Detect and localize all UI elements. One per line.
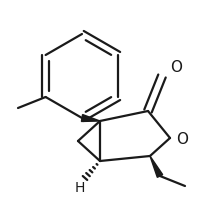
Polygon shape	[81, 114, 100, 121]
Text: O: O	[170, 60, 182, 76]
Polygon shape	[150, 156, 163, 177]
Text: O: O	[176, 132, 188, 148]
Text: H: H	[75, 181, 85, 195]
